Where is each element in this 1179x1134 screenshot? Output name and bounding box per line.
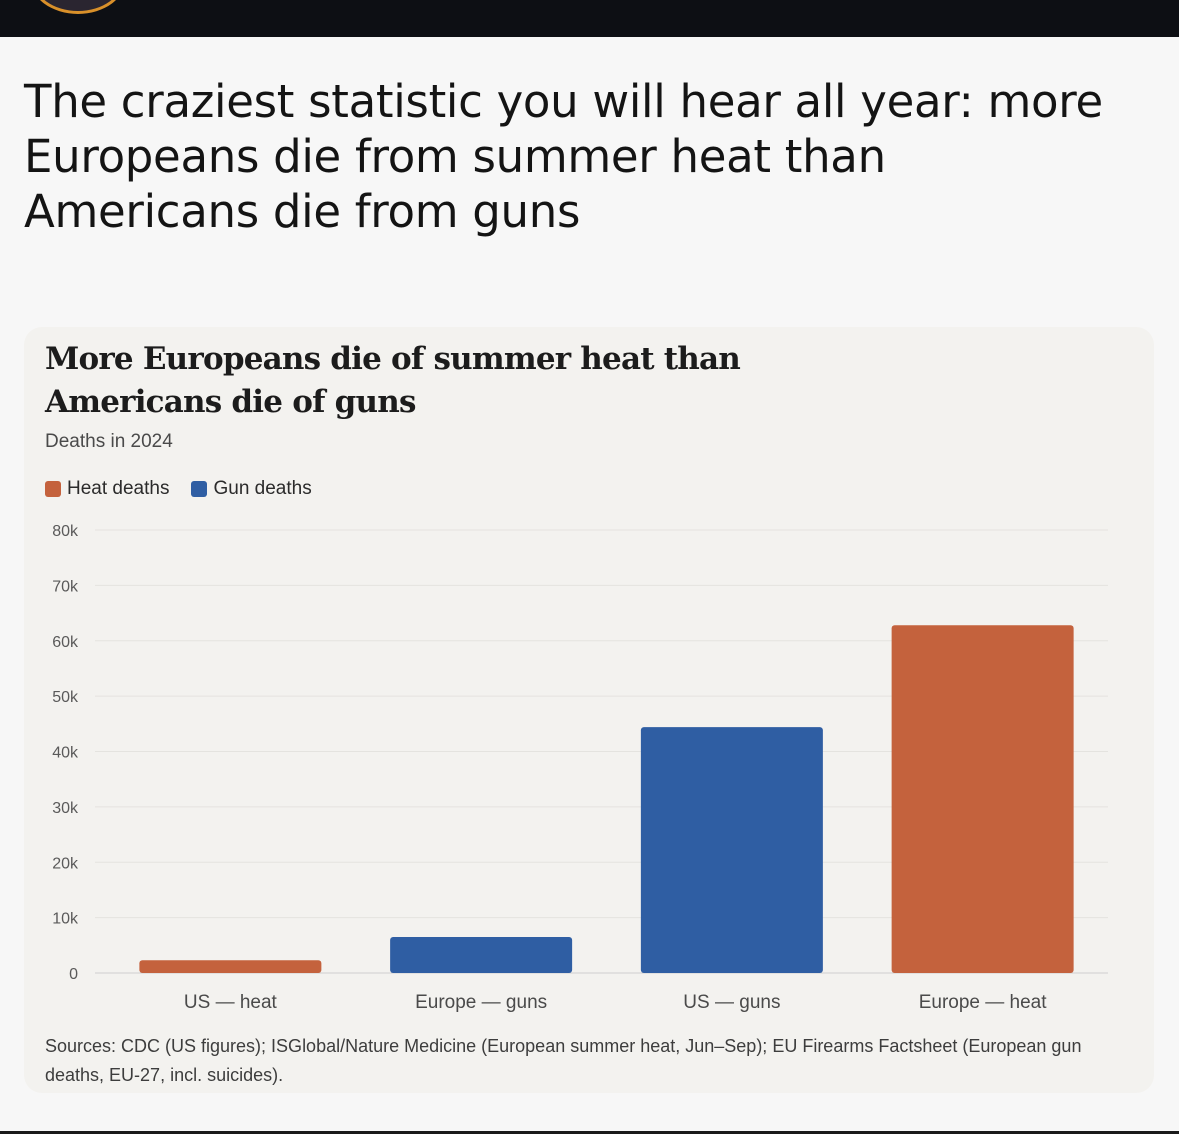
legend-swatch-heat (45, 481, 61, 497)
x-tick-label: US — guns (683, 992, 780, 1013)
legend-swatch-guns (191, 481, 208, 497)
legend-item-heat: Heat deaths (45, 478, 169, 500)
top-bar (0, 0, 1179, 37)
bar-4 (891, 625, 1074, 973)
x-tick-label: US — heat (184, 992, 278, 1013)
chart-legend: Heat deaths Gun deaths (45, 478, 334, 500)
y-tick-label: 70k (52, 578, 79, 595)
y-tick-label: 40k (52, 745, 79, 762)
y-tick-label: 0 (69, 966, 78, 983)
y-tick-label: 30k (52, 800, 79, 817)
y-tick-label: 10k (52, 911, 79, 928)
chart-title: More Europeans die of summer heat than A… (45, 341, 741, 420)
bar-3 (640, 727, 823, 973)
chart-sources: Sources: CDC (US figures); ISGlobal/Natu… (45, 1036, 1082, 1085)
legend-item-guns: Gun deaths (191, 478, 312, 500)
bar-1 (139, 960, 322, 973)
legend-label-heat: Heat deaths (67, 478, 170, 499)
bottom-divider (0, 1131, 1179, 1134)
y-tick-label: 20k (52, 855, 79, 872)
post-text: The craziest statistic you will hear all… (24, 75, 1103, 238)
y-tick-label: 60k (52, 634, 79, 651)
bar-2 (390, 937, 573, 973)
y-tick-label: 80k (52, 523, 79, 540)
y-tick-label: 50k (52, 689, 79, 706)
x-tick-label: Europe — heat (919, 992, 1048, 1013)
legend-label-guns: Gun deaths (213, 478, 312, 499)
x-tick-label: Europe — guns (415, 992, 547, 1013)
chart-subtitle: Deaths in 2024 (45, 431, 173, 452)
